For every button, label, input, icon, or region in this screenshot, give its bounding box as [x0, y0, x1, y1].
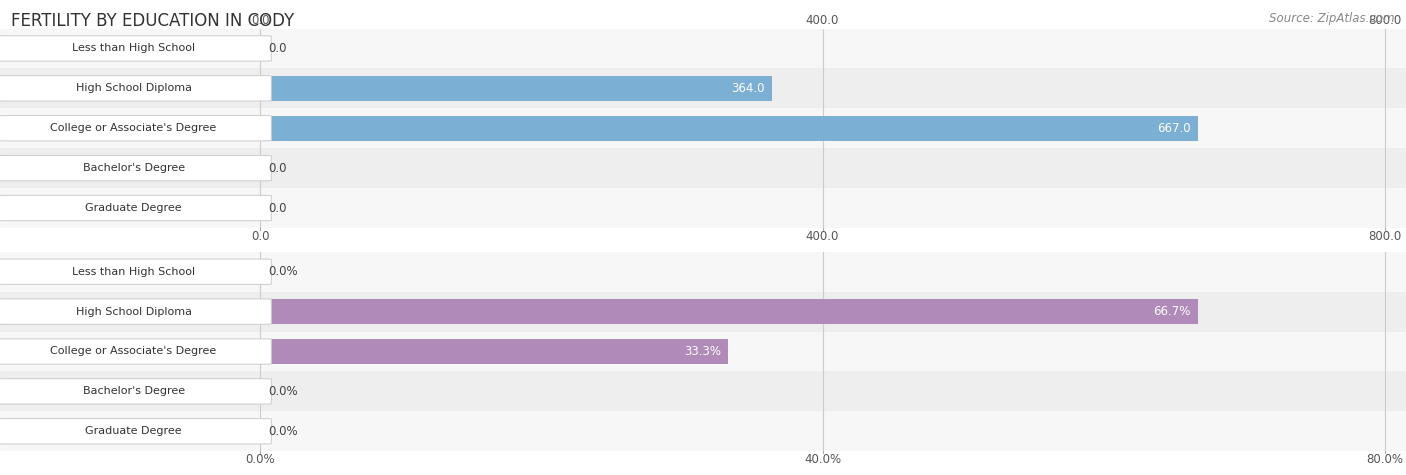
FancyBboxPatch shape [0, 339, 271, 364]
FancyBboxPatch shape [0, 299, 271, 324]
FancyBboxPatch shape [0, 115, 271, 141]
Text: Graduate Degree: Graduate Degree [86, 426, 181, 437]
Text: 0.0: 0.0 [269, 201, 287, 215]
Text: Less than High School: Less than High School [72, 43, 195, 54]
Text: 0.0%: 0.0% [245, 453, 276, 466]
Text: Bachelor's Degree: Bachelor's Degree [83, 386, 184, 397]
Bar [260, 299, 1198, 324]
Text: 0.0: 0.0 [250, 13, 270, 27]
Text: 0.0%: 0.0% [269, 265, 298, 278]
Bar [0, 28, 1406, 68]
Text: Less than High School: Less than High School [72, 266, 195, 277]
FancyBboxPatch shape [0, 155, 271, 181]
Text: High School Diploma: High School Diploma [76, 306, 191, 317]
Bar [0, 68, 1406, 108]
Text: 0.0: 0.0 [250, 230, 270, 243]
Text: 0.0: 0.0 [269, 42, 287, 55]
Bar [260, 339, 728, 364]
Text: FERTILITY BY EDUCATION IN CODY: FERTILITY BY EDUCATION IN CODY [11, 12, 294, 30]
Bar [0, 108, 1406, 148]
Text: 364.0: 364.0 [731, 82, 765, 95]
Text: 0.0%: 0.0% [269, 385, 298, 398]
Text: Graduate Degree: Graduate Degree [86, 203, 181, 213]
Text: Source: ZipAtlas.com: Source: ZipAtlas.com [1270, 12, 1395, 25]
Text: 33.3%: 33.3% [685, 345, 721, 358]
Bar [0, 332, 1406, 371]
Text: 0.0%: 0.0% [269, 425, 298, 438]
FancyBboxPatch shape [0, 259, 271, 285]
Bar [260, 76, 772, 101]
Bar [0, 188, 1406, 228]
Bar [0, 411, 1406, 451]
FancyBboxPatch shape [0, 195, 271, 221]
Bar [0, 292, 1406, 332]
Text: 66.7%: 66.7% [1153, 305, 1191, 318]
Bar [0, 148, 1406, 188]
Bar [0, 371, 1406, 411]
FancyBboxPatch shape [0, 379, 271, 404]
Text: 80.0%: 80.0% [1367, 453, 1403, 466]
Text: 667.0: 667.0 [1157, 122, 1191, 135]
Text: 400.0: 400.0 [806, 13, 839, 27]
Text: 400.0: 400.0 [806, 230, 839, 243]
Text: High School Diploma: High School Diploma [76, 83, 191, 94]
FancyBboxPatch shape [0, 418, 271, 444]
Bar [0, 252, 1406, 292]
FancyBboxPatch shape [0, 36, 271, 61]
FancyBboxPatch shape [0, 76, 271, 101]
Text: 40.0%: 40.0% [804, 453, 841, 466]
Bar [260, 116, 1198, 141]
Text: Bachelor's Degree: Bachelor's Degree [83, 163, 184, 173]
Text: 0.0: 0.0 [269, 162, 287, 175]
Text: College or Associate's Degree: College or Associate's Degree [51, 123, 217, 133]
Text: 800.0: 800.0 [1368, 230, 1402, 243]
Text: 800.0: 800.0 [1368, 13, 1402, 27]
Text: College or Associate's Degree: College or Associate's Degree [51, 346, 217, 357]
